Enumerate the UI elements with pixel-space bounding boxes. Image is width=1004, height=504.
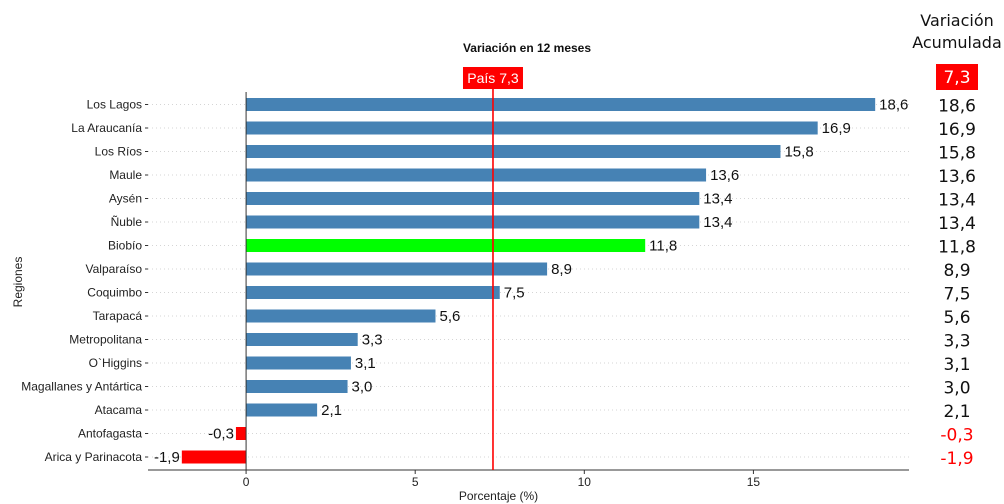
accumulated-value: -0,3 bbox=[940, 426, 973, 446]
value-label: 3,1 bbox=[355, 355, 376, 372]
bar bbox=[246, 98, 876, 111]
x-tick-label: 0 bbox=[243, 475, 250, 489]
category-label: Aysén bbox=[109, 192, 142, 206]
bar bbox=[246, 356, 351, 370]
accumulated-value: 7,5 bbox=[943, 285, 970, 305]
category-label: Valparaíso bbox=[86, 262, 143, 276]
value-label: 8,9 bbox=[551, 261, 572, 278]
category-label: Metropolitana bbox=[69, 333, 142, 347]
value-label: 7,5 bbox=[504, 285, 525, 302]
bar bbox=[246, 262, 548, 276]
accumulated-value: 3,1 bbox=[943, 355, 970, 375]
value-labels-group: 18,6 16,9 15,8 13,6 13,4 13,4 11,8 8,9 7,5 5,6 3,3… bbox=[154, 97, 908, 467]
accumulated-value: 3,3 bbox=[943, 332, 970, 352]
bar bbox=[246, 121, 818, 135]
bar bbox=[246, 403, 318, 417]
category-label: O`Higgins bbox=[89, 356, 142, 370]
x-ticks-group: 0 5 10 15 bbox=[243, 470, 761, 489]
category-label: Arica y Parinacota bbox=[45, 450, 143, 464]
chart-title: Variación en 12 meses bbox=[463, 41, 591, 55]
accumulated-value: 16,9 bbox=[938, 120, 976, 140]
category-label: Antofagasta bbox=[78, 427, 142, 441]
accumulated-value: 13,4 bbox=[938, 191, 976, 211]
category-label: La Araucanía bbox=[71, 121, 142, 135]
accumulated-total-box bbox=[936, 64, 978, 90]
accumulated-value: 18,6 bbox=[938, 97, 976, 117]
country-reference-box bbox=[462, 67, 523, 89]
value-label: 3,0 bbox=[352, 379, 373, 396]
bar bbox=[235, 427, 247, 440]
x-tick-label: 5 bbox=[412, 475, 419, 489]
value-label: 15,8 bbox=[784, 144, 813, 161]
y-axis-title: Regiones bbox=[11, 257, 25, 308]
accumulated-value: 13,6 bbox=[938, 167, 976, 187]
value-label: 13,6 bbox=[710, 167, 739, 184]
x-tick-label: 10 bbox=[578, 475, 592, 489]
accumulated-values-group: 18,6 16,9 15,8 13,6 13,4 13,4 11,8 8,9 7,5 5,6 3,3… bbox=[938, 97, 976, 470]
value-label: 5,6 bbox=[439, 308, 460, 325]
accumulated-value: 15,8 bbox=[938, 144, 976, 164]
value-label: 16,9 bbox=[822, 120, 851, 137]
bar bbox=[246, 309, 436, 323]
country-reference-label: País 7,3 bbox=[467, 70, 519, 86]
category-label: Atacama bbox=[95, 403, 143, 417]
category-label: Magallanes y Antártica bbox=[21, 380, 142, 394]
accumulated-value: 5,6 bbox=[943, 308, 970, 328]
accumulated-header-line1: Variación bbox=[920, 11, 994, 30]
accumulated-value: 11,8 bbox=[938, 238, 976, 258]
accumulated-value: 8,9 bbox=[943, 261, 970, 281]
bar bbox=[181, 450, 247, 464]
value-label: 13,4 bbox=[703, 191, 732, 208]
accumulated-value: 13,4 bbox=[938, 214, 976, 234]
bar bbox=[246, 215, 700, 229]
category-label: Coquimbo bbox=[87, 286, 142, 300]
accumulated-header-line2: Acumulada bbox=[912, 33, 1002, 52]
value-label: 13,4 bbox=[703, 214, 732, 231]
category-label: Los Ríos bbox=[95, 145, 142, 159]
category-label: Maule bbox=[109, 168, 142, 182]
x-axis-title: Porcentaje (%) bbox=[459, 489, 538, 503]
bar bbox=[246, 286, 500, 299]
bars-group bbox=[181, 98, 876, 464]
bar bbox=[246, 239, 646, 252]
x-tick-label: 15 bbox=[747, 475, 761, 489]
category-label: Ñuble bbox=[111, 215, 143, 229]
category-label: Tarapacá bbox=[93, 309, 143, 323]
value-label: -1,9 bbox=[154, 449, 180, 466]
category-labels-group: Los Lagos La Araucanía Los Ríos Maule Aysén Ñ… bbox=[21, 98, 148, 464]
bar bbox=[246, 145, 781, 158]
accumulated-total-value: 7,3 bbox=[943, 68, 970, 88]
bar bbox=[246, 333, 358, 346]
value-label: 2,1 bbox=[321, 402, 342, 419]
category-label: Biobío bbox=[108, 239, 142, 253]
value-label: 3,3 bbox=[362, 332, 383, 349]
bar bbox=[246, 168, 707, 182]
value-label: 11,8 bbox=[649, 238, 677, 255]
accumulated-value: 2,1 bbox=[943, 402, 970, 422]
value-label: 18,6 bbox=[879, 97, 908, 114]
category-label: Los Lagos bbox=[87, 98, 142, 112]
bar bbox=[246, 192, 700, 205]
value-label: -0,3 bbox=[208, 426, 234, 443]
bar bbox=[246, 380, 348, 393]
accumulated-value: -1,9 bbox=[940, 449, 973, 469]
accumulated-value: 3,0 bbox=[943, 379, 970, 399]
